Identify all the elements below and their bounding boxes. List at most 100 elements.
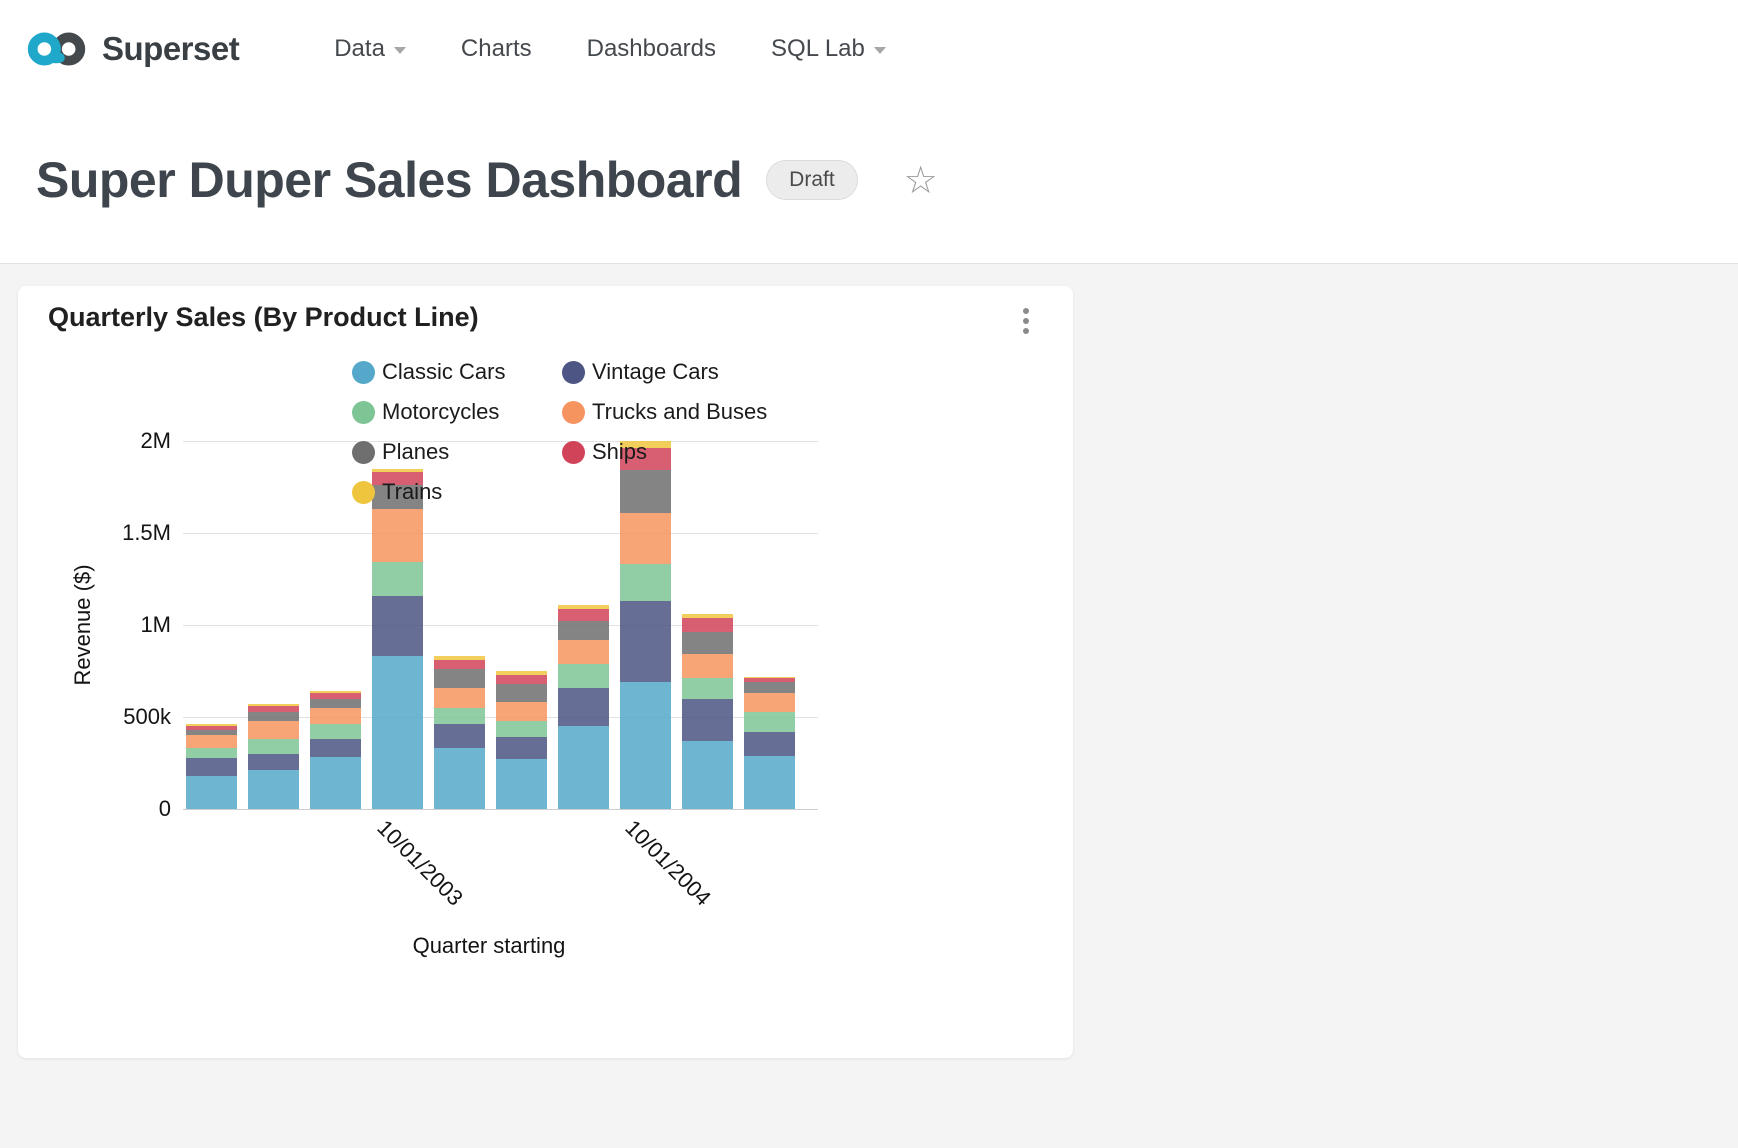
bar-segment-trains[interactable] bbox=[248, 704, 299, 707]
stacked-bar-1[interactable] bbox=[248, 704, 299, 809]
stacked-bar-9[interactable] bbox=[744, 676, 795, 809]
bar-segment-planes[interactable] bbox=[558, 621, 609, 640]
nav-item-label: SQL Lab bbox=[771, 34, 865, 62]
nav-item-charts[interactable]: Charts bbox=[461, 35, 532, 63]
legend-item-ships[interactable]: Ships bbox=[562, 439, 767, 465]
bar-segment-vintage-cars[interactable] bbox=[310, 739, 361, 758]
bar-segment-trains[interactable] bbox=[310, 691, 361, 694]
legend-item-motorcycles[interactable]: Motorcycles bbox=[352, 399, 562, 425]
bar-segment-ships[interactable] bbox=[248, 706, 299, 712]
bar-segment-planes[interactable] bbox=[744, 682, 795, 694]
bar-segment-vintage-cars[interactable] bbox=[186, 758, 237, 776]
bar-segment-ships[interactable] bbox=[496, 674, 547, 684]
bar-segment-classic-cars[interactable] bbox=[558, 726, 609, 809]
bar-segment-planes[interactable] bbox=[186, 729, 237, 736]
bar-segment-vintage-cars[interactable] bbox=[248, 753, 299, 771]
bar-segment-trucks-and-buses[interactable] bbox=[186, 735, 237, 749]
bar-segment-trucks-and-buses[interactable] bbox=[372, 509, 423, 563]
stacked-bar-3[interactable] bbox=[372, 468, 423, 809]
legend-item-vintage-cars[interactable]: Vintage Cars bbox=[562, 359, 767, 385]
stacked-bar-7[interactable] bbox=[620, 441, 671, 809]
bar-segment-trains[interactable] bbox=[434, 656, 485, 661]
bar-segment-motorcycles[interactable] bbox=[682, 678, 733, 699]
legend-item-trucks-and-buses[interactable]: Trucks and Buses bbox=[562, 399, 767, 425]
bar-segment-trains[interactable] bbox=[372, 468, 423, 473]
superset-logo[interactable]: Superset bbox=[22, 27, 240, 71]
bar-segment-motorcycles[interactable] bbox=[744, 711, 795, 732]
bar-segment-ships[interactable] bbox=[186, 726, 237, 730]
bar-segment-trucks-and-buses[interactable] bbox=[558, 639, 609, 664]
bar-segment-planes[interactable] bbox=[248, 711, 299, 721]
bar-segment-motorcycles[interactable] bbox=[186, 748, 237, 759]
bar-segment-trucks-and-buses[interactable] bbox=[682, 654, 733, 679]
bar-segment-motorcycles[interactable] bbox=[620, 564, 671, 602]
legend-item-trains[interactable]: Trains bbox=[352, 479, 562, 505]
bar-segment-trains[interactable] bbox=[496, 671, 547, 675]
bar-segment-ships[interactable] bbox=[372, 472, 423, 486]
bar-segment-trucks-and-buses[interactable] bbox=[620, 512, 671, 565]
bar-segment-ships[interactable] bbox=[310, 693, 361, 699]
bar-segment-classic-cars[interactable] bbox=[682, 740, 733, 809]
bar-segment-trucks-and-buses[interactable] bbox=[248, 720, 299, 740]
bar-segment-planes[interactable] bbox=[434, 669, 485, 688]
stacked-bar-4[interactable] bbox=[434, 656, 485, 809]
bar-segment-vintage-cars[interactable] bbox=[434, 724, 485, 749]
page-title: Super Duper Sales Dashboard bbox=[36, 152, 743, 208]
bar-segment-trains[interactable] bbox=[558, 604, 609, 609]
kebab-menu-icon[interactable] bbox=[1019, 304, 1033, 338]
stacked-bar-5[interactable] bbox=[496, 671, 547, 809]
favorite-star-icon[interactable]: ☆ bbox=[903, 158, 938, 202]
bar-segment-planes[interactable] bbox=[682, 632, 733, 655]
bar-segment-trucks-and-buses[interactable] bbox=[496, 702, 547, 721]
bar-segment-vintage-cars[interactable] bbox=[496, 737, 547, 760]
bar-segment-classic-cars[interactable] bbox=[496, 759, 547, 809]
legend-item-classic-cars[interactable]: Classic Cars bbox=[352, 359, 562, 385]
bar-segment-ships[interactable] bbox=[434, 660, 485, 670]
kebab-dot bbox=[1023, 318, 1029, 324]
nav-item-label: Data bbox=[334, 34, 385, 62]
bar-segment-motorcycles[interactable] bbox=[310, 724, 361, 740]
legend-item-planes[interactable]: Planes bbox=[352, 439, 562, 465]
bar-segment-classic-cars[interactable] bbox=[186, 775, 237, 809]
bar-segment-ships[interactable] bbox=[682, 617, 733, 633]
bar-segment-motorcycles[interactable] bbox=[434, 707, 485, 725]
bar-segment-planes[interactable] bbox=[620, 470, 671, 513]
bar-segment-vintage-cars[interactable] bbox=[558, 687, 609, 727]
bar-segment-motorcycles[interactable] bbox=[372, 562, 423, 596]
bar-segment-vintage-cars[interactable] bbox=[620, 601, 671, 683]
stacked-bar-6[interactable] bbox=[558, 604, 609, 809]
bar-segment-motorcycles[interactable] bbox=[496, 720, 547, 738]
bar-segment-vintage-cars[interactable] bbox=[682, 698, 733, 741]
bar-segment-ships[interactable] bbox=[620, 448, 671, 471]
bar-segment-classic-cars[interactable] bbox=[744, 755, 795, 809]
bar-segment-vintage-cars[interactable] bbox=[372, 595, 423, 657]
bar-segment-ships[interactable] bbox=[744, 678, 795, 683]
bar-segment-classic-cars[interactable] bbox=[310, 757, 361, 809]
x-axis-title: Quarter starting bbox=[412, 933, 566, 958]
bar-segment-trucks-and-buses[interactable] bbox=[744, 693, 795, 712]
bar-segment-motorcycles[interactable] bbox=[558, 663, 609, 688]
bar-segment-classic-cars[interactable] bbox=[620, 682, 671, 809]
chevron-down-icon bbox=[393, 47, 406, 54]
nav-item-data[interactable]: Data bbox=[334, 35, 406, 63]
bar-segment-motorcycles[interactable] bbox=[248, 739, 299, 754]
bar-segment-classic-cars[interactable] bbox=[434, 748, 485, 809]
bar-segment-ships[interactable] bbox=[558, 608, 609, 622]
nav-item-dashboards[interactable]: Dashboards bbox=[587, 35, 716, 63]
nav-item-sql-lab[interactable]: SQL Lab bbox=[771, 35, 886, 63]
stacked-bar-8[interactable] bbox=[682, 614, 733, 809]
bar-segment-trains[interactable] bbox=[744, 676, 795, 679]
bar-segment-classic-cars[interactable] bbox=[372, 656, 423, 809]
stacked-bar-2[interactable] bbox=[310, 691, 361, 809]
bar-segment-planes[interactable] bbox=[372, 485, 423, 510]
bar-segment-planes[interactable] bbox=[310, 698, 361, 708]
stacked-bar-0[interactable] bbox=[186, 724, 237, 809]
bar-segment-planes[interactable] bbox=[496, 683, 547, 703]
bar-segment-vintage-cars[interactable] bbox=[744, 731, 795, 756]
bar-segment-classic-cars[interactable] bbox=[248, 770, 299, 809]
bar-segment-trains[interactable] bbox=[620, 441, 671, 449]
bar-segment-trains[interactable] bbox=[682, 614, 733, 618]
bar-segment-trucks-and-buses[interactable] bbox=[434, 687, 485, 708]
bar-segment-trucks-and-buses[interactable] bbox=[310, 707, 361, 725]
bar-segment-trains[interactable] bbox=[186, 724, 237, 727]
